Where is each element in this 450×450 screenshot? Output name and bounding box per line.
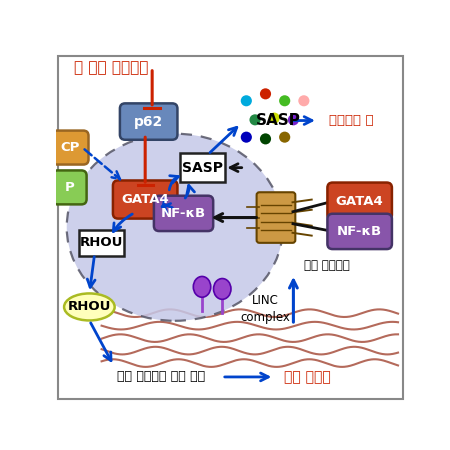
Text: CP: CP [60,141,80,154]
FancyBboxPatch shape [52,130,89,165]
FancyBboxPatch shape [180,153,225,182]
Text: 액틴 스트레스 섬유 형성: 액틴 스트레스 섬유 형성 [117,370,205,383]
Ellipse shape [214,279,231,299]
Circle shape [260,88,271,99]
Circle shape [241,131,252,143]
Text: GATA4: GATA4 [336,195,383,208]
Text: 세포 비대증: 세포 비대증 [284,370,331,384]
Text: p62: p62 [134,115,163,129]
Text: 화 유도 스트레스: 화 유도 스트레스 [74,60,149,75]
FancyBboxPatch shape [120,104,177,140]
FancyBboxPatch shape [256,192,295,243]
Circle shape [241,95,252,106]
Text: NF-κB: NF-κB [161,207,206,220]
FancyBboxPatch shape [79,230,124,256]
Circle shape [279,95,290,106]
Text: 노화연관 염: 노화연관 염 [328,114,373,127]
Circle shape [249,114,261,126]
Text: LINC
complex: LINC complex [241,294,290,324]
Text: RHOU: RHOU [68,301,111,314]
Circle shape [260,133,271,144]
FancyBboxPatch shape [154,196,213,231]
FancyBboxPatch shape [113,180,177,219]
Circle shape [269,112,280,124]
Text: RHOU: RHOU [80,236,123,249]
FancyBboxPatch shape [328,183,392,220]
Circle shape [279,131,290,143]
Text: 핵공 리모델링: 핵공 리모델링 [304,259,349,272]
Text: SASP: SASP [182,161,223,175]
Text: SASP: SASP [256,113,301,128]
Text: P: P [65,181,74,194]
Text: GATA4: GATA4 [122,193,169,206]
FancyBboxPatch shape [52,171,86,204]
Ellipse shape [194,276,211,297]
FancyBboxPatch shape [328,214,392,249]
Circle shape [298,95,310,106]
Text: NF-κB: NF-κB [337,225,382,238]
Ellipse shape [67,134,283,321]
Circle shape [288,114,299,126]
Ellipse shape [64,293,115,320]
